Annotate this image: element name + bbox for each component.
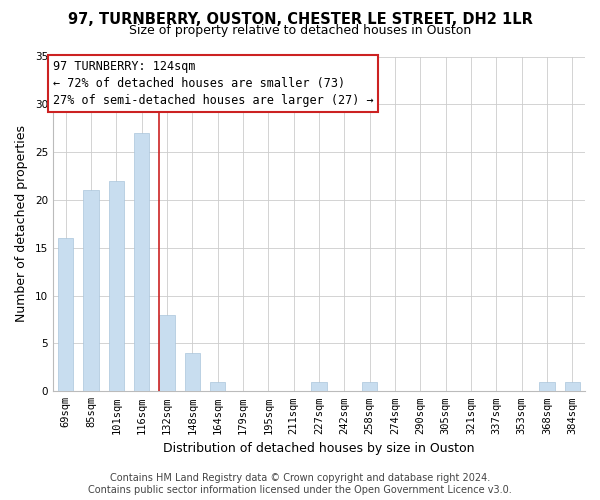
Bar (362, 382, 377, 392)
Bar (539, 382, 554, 392)
X-axis label: Distribution of detached houses by size in Ouston: Distribution of detached houses by size … (163, 442, 475, 455)
Bar (83, 190, 98, 392)
Text: 97 TURNBERRY: 124sqm
← 72% of detached houses are smaller (73)
27% of semi-detac: 97 TURNBERRY: 124sqm ← 72% of detached h… (53, 60, 374, 107)
Text: Contains HM Land Registry data © Crown copyright and database right 2024.
Contai: Contains HM Land Registry data © Crown c… (88, 474, 512, 495)
Bar (109, 181, 124, 392)
Bar (58, 238, 73, 392)
Bar (210, 382, 226, 392)
Bar (134, 133, 149, 392)
Bar (160, 315, 175, 392)
Text: 97, TURNBERRY, OUSTON, CHESTER LE STREET, DH2 1LR: 97, TURNBERRY, OUSTON, CHESTER LE STREET… (68, 12, 532, 28)
Bar (185, 353, 200, 392)
Bar (565, 382, 580, 392)
Text: Size of property relative to detached houses in Ouston: Size of property relative to detached ho… (129, 24, 471, 37)
Y-axis label: Number of detached properties: Number of detached properties (15, 126, 28, 322)
Bar (311, 382, 326, 392)
